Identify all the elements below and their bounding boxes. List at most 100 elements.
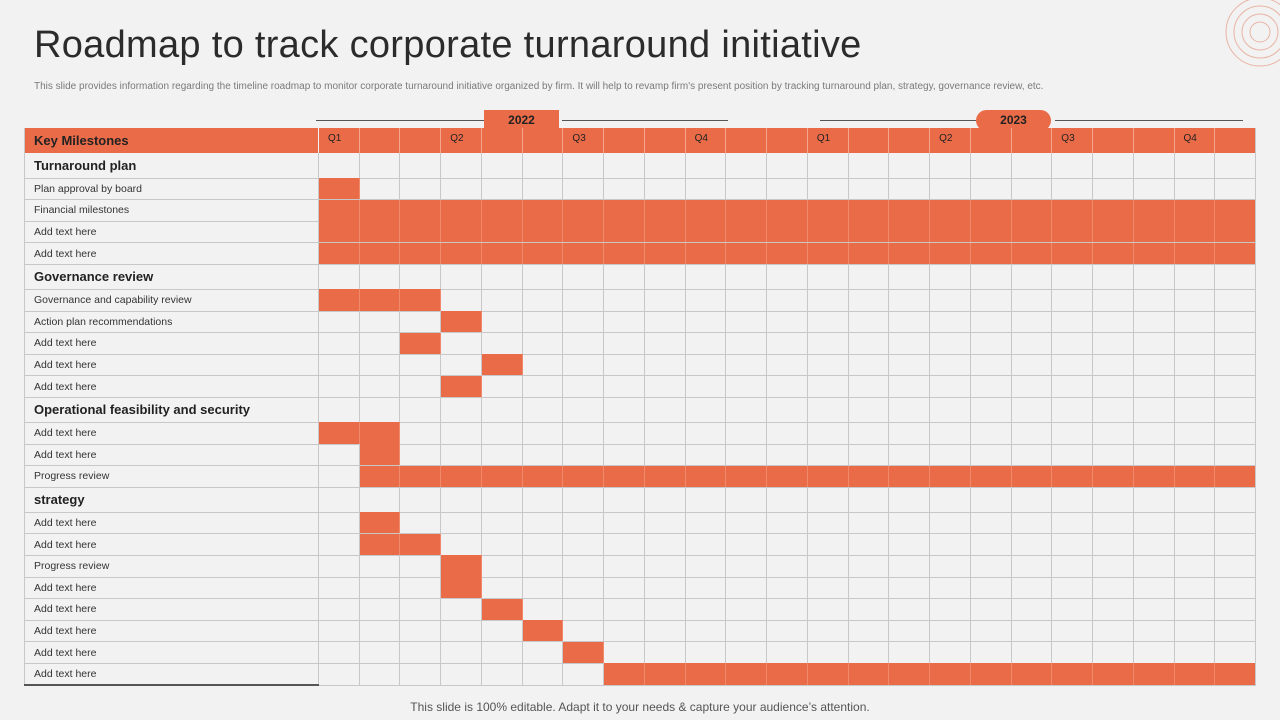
gantt-milestone-row: Add text here bbox=[24, 354, 1256, 376]
quarter-label: Q1 bbox=[807, 128, 849, 153]
milestone-label: Progress review bbox=[24, 465, 319, 488]
timeline-cell bbox=[441, 422, 482, 444]
timeline-cell bbox=[849, 375, 890, 398]
timeline-bar-cell bbox=[1052, 663, 1094, 685]
timeline-bar-cell bbox=[644, 465, 686, 488]
timeline-bar-cell bbox=[1093, 242, 1134, 265]
timeline-cell bbox=[319, 663, 360, 685]
timeline-cell bbox=[523, 397, 564, 423]
timeline-cell bbox=[604, 620, 645, 642]
timeline-cell bbox=[1134, 311, 1175, 333]
timeline-cell bbox=[726, 555, 768, 577]
timeline-bar-cell bbox=[930, 242, 971, 265]
timeline-cell bbox=[930, 620, 971, 642]
timeline-cell bbox=[767, 332, 808, 355]
timeline-cell bbox=[523, 512, 564, 534]
timeline-cell bbox=[1052, 153, 1094, 178]
timeline-cell bbox=[1215, 375, 1256, 398]
timeline-cell bbox=[604, 178, 645, 200]
timeline-cell bbox=[604, 289, 645, 311]
timeline-cell bbox=[930, 598, 971, 621]
timeline-cell bbox=[1093, 555, 1134, 577]
timeline-cell bbox=[1012, 289, 1053, 311]
timeline-cell bbox=[319, 465, 360, 488]
timeline-cell bbox=[726, 354, 768, 376]
timeline-bar-cell bbox=[807, 199, 849, 222]
timeline-cell bbox=[1052, 533, 1094, 556]
timeline-bar-cell bbox=[359, 465, 401, 488]
timeline-cell bbox=[1175, 397, 1216, 423]
timeline-cell bbox=[1052, 444, 1094, 466]
timeline-cell bbox=[686, 289, 727, 311]
timeline-cell bbox=[726, 397, 768, 423]
timeline-cell bbox=[1093, 311, 1134, 333]
timeline-cell bbox=[360, 641, 401, 664]
timeline-cell bbox=[1215, 444, 1256, 466]
timeline-bar-cell bbox=[1052, 242, 1094, 265]
timeline-cell bbox=[523, 422, 564, 444]
year-label-2022: 2022 bbox=[484, 110, 559, 131]
timeline-bar-cell bbox=[359, 444, 401, 466]
section-title: Operational feasibility and security bbox=[24, 397, 319, 423]
timeline-cell bbox=[604, 375, 645, 398]
timeline-cell bbox=[482, 289, 523, 311]
timeline-cell bbox=[726, 332, 768, 355]
grid-line bbox=[24, 288, 1256, 290]
grid-line bbox=[24, 576, 1256, 578]
timeline-bar-cell bbox=[930, 663, 971, 685]
timeline-cell bbox=[1215, 311, 1256, 333]
timeline-cell bbox=[889, 444, 931, 466]
timeline-cell bbox=[645, 375, 686, 398]
timeline-cell bbox=[971, 289, 1012, 311]
gantt-milestone-row: Add text here bbox=[24, 641, 1256, 664]
timeline-cell bbox=[360, 487, 401, 513]
timeline-cell bbox=[645, 487, 686, 513]
timeline-cell bbox=[523, 533, 564, 556]
timeline-cell bbox=[1134, 397, 1175, 423]
timeline-cell bbox=[563, 577, 605, 599]
page-title: Roadmap to track corporate turnaround in… bbox=[34, 24, 862, 66]
timeline-bar-cell bbox=[930, 221, 971, 243]
timeline-cell bbox=[726, 178, 768, 200]
timeline-cell bbox=[604, 512, 645, 534]
gantt-milestone-row: Add text here bbox=[24, 242, 1256, 265]
timeline-cell bbox=[930, 375, 971, 398]
timeline-bar-cell bbox=[481, 354, 523, 376]
timeline-bar-cell bbox=[1011, 663, 1053, 685]
timeline-cell bbox=[441, 641, 482, 664]
timeline-cell bbox=[889, 264, 931, 290]
timeline-cell bbox=[1093, 487, 1134, 513]
timeline-cell bbox=[319, 332, 360, 355]
timeline-bar-cell bbox=[889, 199, 931, 222]
timeline-cell bbox=[563, 422, 605, 444]
timeline-cell bbox=[1012, 354, 1053, 376]
timeline-cell bbox=[523, 354, 564, 376]
timeline-cell bbox=[686, 311, 727, 333]
timeline-cell bbox=[808, 533, 849, 556]
timeline-cell bbox=[849, 577, 890, 599]
timeline-cell bbox=[971, 264, 1012, 290]
timeline-bar-cell bbox=[522, 620, 564, 642]
timeline-header-cell bbox=[644, 128, 686, 153]
gantt-milestone-row: Plan approval by board bbox=[24, 178, 1256, 200]
timeline-cell bbox=[360, 311, 401, 333]
timeline-cell bbox=[1215, 555, 1256, 577]
timeline-cell bbox=[686, 598, 727, 621]
timeline-bar-cell bbox=[767, 221, 808, 243]
timeline-cell bbox=[849, 641, 890, 664]
timeline-bar-cell bbox=[685, 221, 727, 243]
timeline-cell bbox=[563, 512, 605, 534]
timeline-cell bbox=[971, 487, 1012, 513]
timeline-cell bbox=[726, 641, 768, 664]
timeline-cell bbox=[400, 444, 442, 466]
timeline-cell bbox=[482, 512, 523, 534]
timeline-bar-cell bbox=[481, 221, 523, 243]
timeline-cell bbox=[1175, 375, 1216, 398]
timeline-cell bbox=[767, 620, 808, 642]
timeline-cell bbox=[1012, 264, 1053, 290]
timeline-cell bbox=[563, 178, 605, 200]
timeline-cell bbox=[1093, 598, 1134, 621]
grid-line bbox=[24, 486, 1256, 488]
timeline-bar-cell bbox=[481, 242, 523, 265]
timeline-header-cell bbox=[767, 128, 808, 153]
